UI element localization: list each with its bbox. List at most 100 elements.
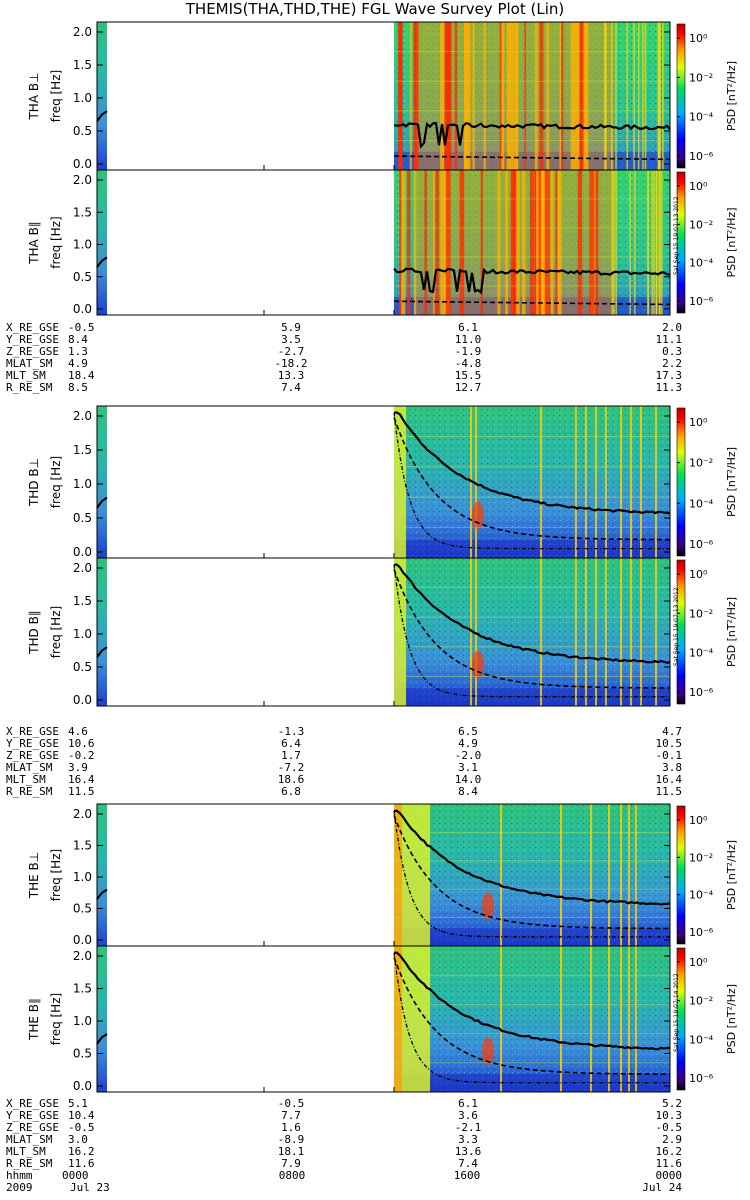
spectrogram-panel-tha-perp: 2.0 1.5 1.0 0.5 0.0 THA B⊥ freq [Hz] 10⁰ 10⁻² 10⁻… xyxy=(27,21,738,171)
axis-label: freq [Hz] xyxy=(49,456,63,508)
orbit-row-label: Y_RE_GSE xyxy=(6,333,59,346)
colorbar-tick-label: 10⁰ xyxy=(689,956,708,969)
orbit-value: 1.3 xyxy=(68,345,88,358)
spectral-stripe xyxy=(655,170,657,315)
colorbar-tick-label: 10⁰ xyxy=(689,32,708,45)
orbit-value: 10.4 xyxy=(68,1109,95,1122)
spectrogram-panel-thd-par: 2.0 1.5 1.0 0.5 0.0 THD B∥ freq [Hz] 10⁰ 10⁻² 10⁻… xyxy=(27,557,738,707)
orbit-value: 16.2 xyxy=(68,1145,95,1158)
spectral-stripe xyxy=(575,558,577,706)
y-tick-label: 0.0 xyxy=(73,693,92,707)
date-label: Jul 23 xyxy=(70,1181,110,1194)
spectral-stripe xyxy=(413,22,419,170)
spectrogram-panel-thd-perp: 2.0 1.5 1.0 0.5 0.0 THD B⊥ freq [Hz] 10⁰ 10⁻² 10⁻… xyxy=(27,405,738,559)
spectral-stripe xyxy=(579,22,584,170)
colorbar-tick-label: 10⁻⁴ xyxy=(689,497,714,510)
axis-label: freq [Hz] xyxy=(49,993,63,1045)
spectral-stripe xyxy=(445,170,451,315)
dashdot-curve xyxy=(393,952,670,1084)
orbit-value: 5.1 xyxy=(68,1097,88,1110)
colorbar-tick-label: 10⁻⁶ xyxy=(689,538,714,551)
orbit-value: -0.5 xyxy=(68,321,95,334)
orbit-value: 10.3 xyxy=(655,1109,683,1122)
half-fce-curve xyxy=(393,957,671,1075)
colorbar-tick-label: 10⁻⁴ xyxy=(689,257,714,270)
burst-region xyxy=(394,558,406,706)
fce-curve xyxy=(394,563,671,664)
colorbar-tick-label: 10⁰ xyxy=(689,180,708,193)
data-noise xyxy=(394,558,670,706)
panel-label: THD B∥ xyxy=(27,610,41,655)
dashdot-curve xyxy=(393,810,670,938)
orbit-value: 1.6 xyxy=(281,1121,301,1134)
orbit-value: 3.8 xyxy=(662,761,682,774)
colorbar-tick-label: 10⁻⁴ xyxy=(689,889,714,902)
spectral-stripe xyxy=(660,170,663,315)
orbit-row-label: Z_RE_GSE xyxy=(6,1121,59,1134)
orbit-value: 6.5 xyxy=(458,725,478,738)
spectral-stripe xyxy=(401,170,406,315)
spectral-stripe xyxy=(662,22,664,170)
orbit-value: -0.1 xyxy=(655,749,683,762)
year-label: 2009 xyxy=(6,1181,33,1194)
spectral-stripe xyxy=(440,22,445,170)
orbit-value: 8.4 xyxy=(458,785,478,798)
colorbar-tick-label: 10⁻⁴ xyxy=(689,647,714,660)
spectral-stripe xyxy=(559,22,561,170)
half-fce-curve xyxy=(393,155,671,161)
orbit-value: 4.7 xyxy=(662,725,682,738)
spectral-stripe xyxy=(497,170,501,315)
colorbar-tick-label: 10⁻² xyxy=(689,71,713,84)
orbit-value: 13.3 xyxy=(277,369,305,382)
spectral-stripe xyxy=(524,22,527,170)
colorbar-tick-label: 10⁻² xyxy=(689,218,713,231)
spectral-stripe xyxy=(472,22,475,170)
colorbar xyxy=(676,559,686,705)
orbit-value: 18.4 xyxy=(68,369,95,382)
spectral-stripe xyxy=(611,22,613,170)
y-tick-label: 1.5 xyxy=(73,205,92,219)
spectral-stripe xyxy=(659,22,661,170)
spectral-stripe xyxy=(501,22,505,170)
orbit-value: -1.3 xyxy=(277,725,305,738)
spectral-stripe xyxy=(590,804,592,946)
spectral-stripe xyxy=(615,170,617,315)
spectral-stripe xyxy=(544,170,549,315)
orbit-value: 11.6 xyxy=(68,1157,95,1170)
orbit-row-label: MLT_SM xyxy=(6,369,46,382)
data-noise xyxy=(394,804,670,946)
time-row-label: hhmm xyxy=(6,1169,33,1182)
y-tick-label: 1.5 xyxy=(73,443,92,457)
spectral-stripe xyxy=(585,558,587,706)
colorbar-label: PSD [nT²/Hz] xyxy=(725,447,738,517)
spectral-stripe xyxy=(644,22,647,170)
orbit-value: -7.2 xyxy=(277,761,305,774)
y-tick-label: 0.0 xyxy=(73,933,92,947)
orbit-value: 4.6 xyxy=(68,725,88,738)
spectral-stripe xyxy=(550,170,554,315)
y-tick-label: 1.5 xyxy=(73,58,92,72)
orbit-value: 5.2 xyxy=(662,1097,682,1110)
orbit-value: 11.5 xyxy=(68,785,95,798)
spectral-stripe xyxy=(515,170,520,315)
axis-label: freq [Hz] xyxy=(49,216,63,268)
orbit-value: 8.5 xyxy=(68,381,88,394)
orbit-value: 7.4 xyxy=(458,1157,478,1170)
panel-label: THE B⊥ xyxy=(27,852,41,899)
orbit-row-label: MLAT_SM xyxy=(6,357,53,370)
timestamp: Sat Sep 15 19:07:13 2012 xyxy=(673,196,680,275)
left-data-strip xyxy=(97,558,107,706)
y-tick-label: 2.0 xyxy=(73,807,92,821)
page-title: THEMIS(THA,THD,THE) FGL Wave Survey Plot… xyxy=(185,0,565,18)
orbit-value: 11.5 xyxy=(655,785,683,798)
orbit-value: -0.5 xyxy=(655,1121,683,1134)
burst-core xyxy=(394,946,402,1092)
orbit-value: 3.0 xyxy=(68,1133,88,1146)
y-tick-label: 2.0 xyxy=(73,409,92,423)
spectral-stripe xyxy=(500,804,502,946)
spectral-stripe xyxy=(595,170,599,315)
orbit-row-label: R_RE_SM xyxy=(6,1157,53,1170)
orbit-value: 1.7 xyxy=(281,749,301,762)
spectral-stripe xyxy=(534,22,538,170)
